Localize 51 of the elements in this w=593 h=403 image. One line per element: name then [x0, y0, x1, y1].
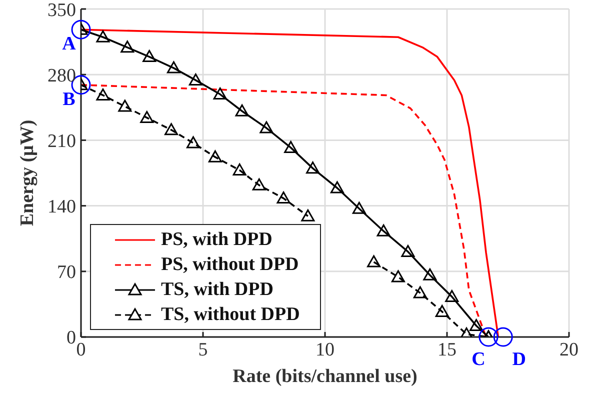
x-axis-title: Rate (bits/channel use) — [232, 366, 418, 387]
point — [96, 30, 110, 42]
annotation: B — [62, 88, 76, 110]
point — [445, 290, 459, 302]
x-tick-label: 15 — [438, 339, 456, 360]
point — [140, 110, 154, 123]
point — [188, 73, 202, 86]
x-tick-label: 20 — [560, 339, 578, 360]
point — [208, 150, 222, 162]
y-tick-label: 140 — [48, 196, 76, 218]
point — [330, 181, 344, 194]
legend-label: TS, with DPD — [161, 278, 274, 300]
point — [470, 319, 484, 332]
y-tick-label: 210 — [48, 130, 76, 152]
point — [213, 88, 227, 100]
y-tick-label: 350 — [48, 0, 76, 21]
point — [367, 255, 381, 268]
annotation: D — [512, 349, 526, 370]
point — [260, 121, 274, 134]
point — [166, 61, 180, 74]
point — [391, 270, 405, 282]
legend-label: TS, without DPD — [161, 304, 300, 326]
y-tick-label: 70 — [57, 262, 76, 284]
x-tick-label: 5 — [198, 339, 208, 360]
point — [376, 224, 390, 236]
annotation: C — [472, 349, 486, 370]
point — [435, 304, 449, 317]
point — [120, 40, 134, 53]
legend-label: PS, without DPD — [161, 254, 299, 276]
point — [164, 123, 178, 136]
point — [284, 140, 298, 153]
point — [232, 163, 246, 176]
point — [118, 100, 132, 112]
legend-label: PS, with DPD — [161, 228, 272, 250]
point — [352, 202, 366, 214]
point — [460, 327, 474, 337]
point — [413, 286, 427, 298]
x-tick-label: 10 — [316, 339, 334, 360]
point — [401, 244, 415, 257]
point — [301, 209, 315, 222]
point — [276, 192, 290, 204]
point — [186, 136, 200, 148]
point — [235, 104, 249, 116]
point — [142, 50, 156, 62]
point — [96, 88, 110, 100]
annotation: A — [62, 34, 76, 55]
y-axis-title: Energy (μW) — [17, 120, 38, 226]
point — [252, 178, 266, 190]
point — [306, 162, 320, 174]
point — [423, 268, 437, 280]
y-tick-label: 280 — [48, 65, 76, 86]
